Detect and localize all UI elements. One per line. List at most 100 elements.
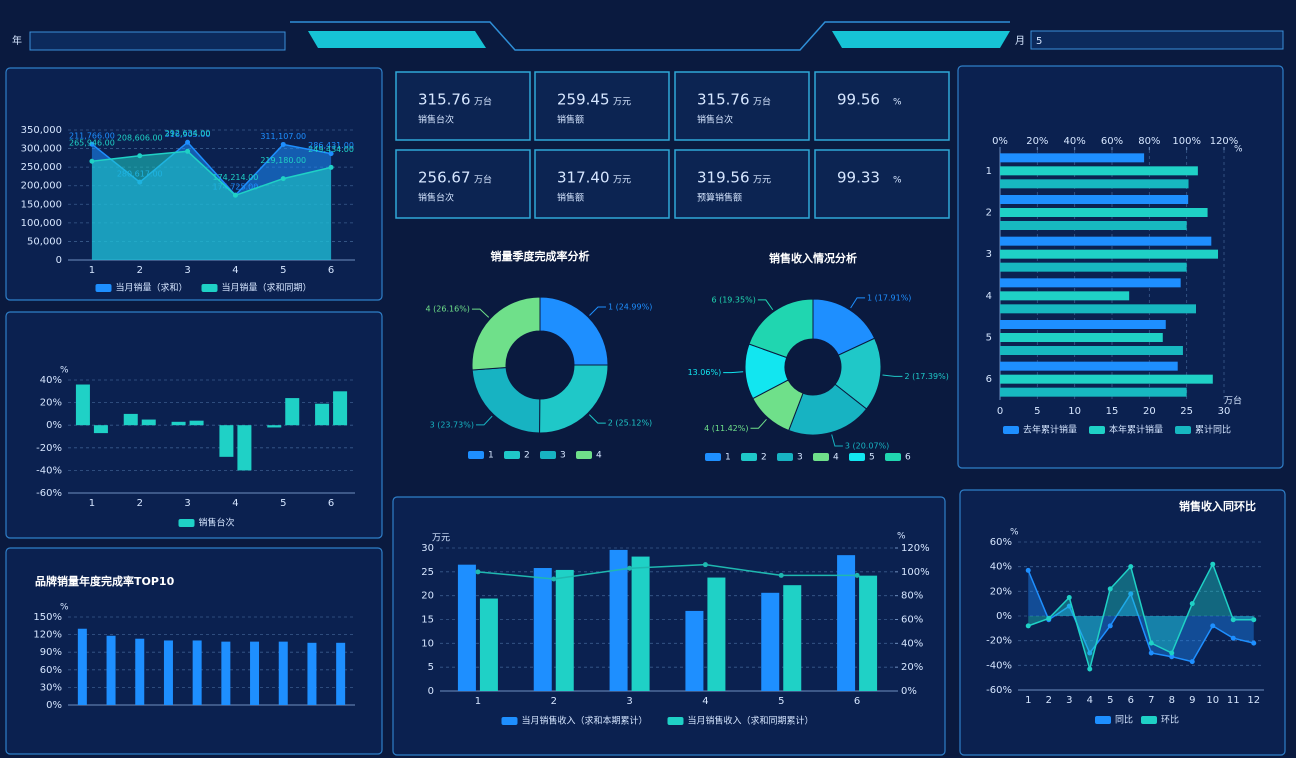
point [1025,623,1031,629]
y-unit: % [1010,528,1019,538]
legend-label: 当月销售收入（求和本期累计） [522,715,648,727]
point [627,565,633,571]
y-tick-label: 60% [901,615,923,626]
kpi-unit: 万元 [613,176,631,186]
legend-swatch [1095,716,1111,724]
slice-label: 1 (17.91%) [867,293,911,302]
leader-line [475,415,493,426]
kpi-value: 317.40 [557,169,610,187]
slice [539,296,609,366]
x-tick-label: 2 [1046,695,1052,706]
legend-label: 5 [869,453,875,463]
x2-tick-label: 40% [1064,136,1086,147]
bar [123,413,138,426]
chart-title: 品牌销量年度完成率TOP10 [35,574,175,588]
x-tick-label: 4 [232,498,238,509]
kpi-value: 315.76 [697,91,750,109]
slice-label: 2 (17.39%) [904,372,948,381]
legend-label: 销售台次 [199,517,235,529]
month-select[interactable] [1030,30,1284,50]
y-tick-label: 40% [990,562,1012,573]
kpi-label: 销售台次 [697,114,733,126]
y-tick-label: 20% [990,586,1012,597]
slice-label: 3 (20.07%) [845,442,889,451]
legend-swatch [576,451,592,459]
y-tick-label: 20% [40,398,62,409]
data-label: 219,180.00 [260,156,306,165]
legend-label: 当月销量（求和） [116,282,188,294]
y-tick-label: 0% [901,686,917,697]
legend-label: 同比 [1115,714,1133,726]
bar [267,425,282,428]
y-tick-label: 20 [421,591,434,602]
kpi-label: 预算销售额 [697,192,742,204]
leader-line [723,371,744,374]
legend-swatch [468,451,484,459]
legend-label: 4 [833,453,839,463]
y-tick-label: 4 [986,291,992,302]
bar [1000,166,1198,176]
y-tick-label: -60% [36,488,62,499]
point [854,572,860,578]
y-unit: % [60,366,69,376]
x-tick-label: 15 [1106,406,1119,417]
bar [555,569,574,691]
y-tick-label: 100% [901,567,930,578]
y2-unit: % [897,532,906,542]
line [1027,562,1254,672]
point [137,153,143,159]
point [1210,623,1216,629]
legend-label: 本年累计销量 [1109,424,1163,436]
x-tick-label: 7 [1148,695,1154,706]
x2-tick-label: 0% [992,136,1008,147]
kpi-card [674,149,810,219]
month-label: 月 [1015,35,1025,47]
leader-line [750,418,767,429]
legend-swatch [777,453,793,461]
chart-title: 销量季度完成率分析 [491,249,590,263]
x-tick-label: 2 [137,498,143,509]
kpi-unit: % [893,98,902,108]
bar [1000,221,1187,230]
kpi-card [395,71,531,141]
year-select[interactable] [29,31,286,51]
x-tick-label: 3 [626,696,632,707]
bar [285,398,300,426]
legend-label: 2 [761,453,767,463]
bar [189,420,204,426]
y-tick-label: 30% [40,682,62,693]
y-tick-label: 30 [421,543,434,554]
data-label: 174,725.00 [213,183,259,192]
x-tick-label: 4 [232,265,238,276]
bar [631,556,650,691]
x-tick-label: 20 [1143,406,1156,417]
y-tick-label: 100,000 [21,218,62,229]
legend-swatch [501,717,518,725]
legend-label: 当月销量（求和同期） [222,282,312,294]
x-tick-label: 6 [1128,695,1134,706]
legend-swatch [885,453,901,461]
x-tick-label: 25 [1180,406,1193,417]
kpi-value: 315.76 [418,91,471,109]
x2-tick-label: 20% [1026,136,1048,147]
x-tick-label: 1 [89,498,95,509]
y-tick-label: 6 [986,374,992,385]
x2-unit: % [1234,145,1243,155]
x-tick-label: 1 [89,265,95,276]
point [1148,650,1154,656]
kpi-card [814,149,950,219]
kpi-unit: 万元 [613,98,631,108]
bar [859,575,878,691]
leader-line [850,297,866,309]
bar [1000,291,1130,301]
point [185,148,191,154]
point [1210,561,1216,567]
point [1025,567,1031,573]
data-label: 265,946.00 [69,139,115,148]
bar [171,421,186,426]
point [551,576,557,582]
y-tick-label: 40% [901,638,923,649]
bar [1000,304,1196,314]
slice-label: 4 (11.42%) [704,424,748,433]
bar [163,640,173,705]
